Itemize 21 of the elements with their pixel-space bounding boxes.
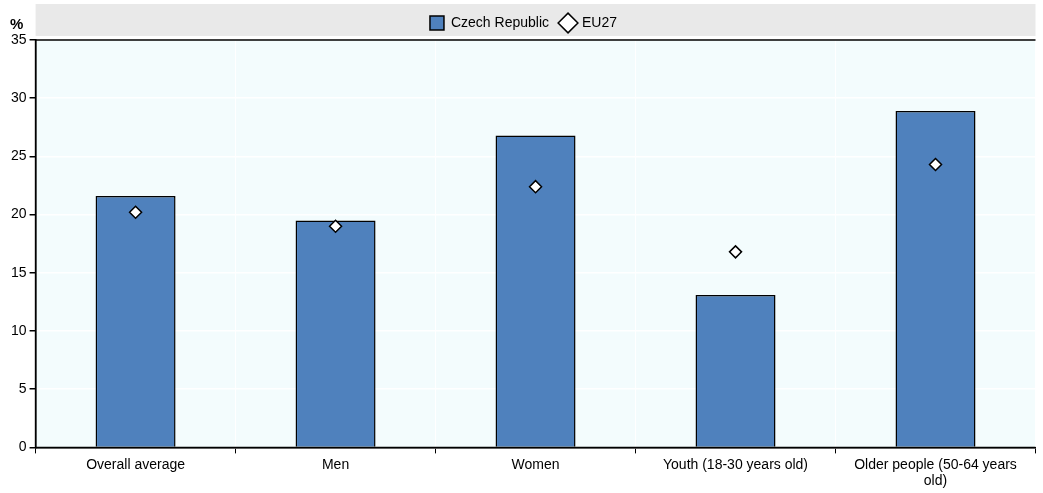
y-tick-label: 15 [10,263,27,280]
y-axis-title: % [10,14,24,32]
y-tick-label: 5 [18,380,27,397]
y-tick-label: 0 [18,438,27,455]
y-tick-label: 25 [10,147,27,164]
x-tick-label: Overall average [86,455,186,472]
x-tick-label: Women [511,455,560,472]
x-tick-label: Youth (18-30 years old) [663,455,809,472]
point [728,245,743,259]
y-tick-label: 30 [10,89,27,106]
point [328,219,343,233]
y-tick-label: 10 [10,321,27,338]
point [528,179,543,194]
y-tick-label: 35 [10,30,27,47]
x-tick-label: Men [321,455,350,472]
legend-label: Czech Republic [450,13,550,30]
point [928,157,943,172]
x-tick-label: Older people (50-64 years old) [854,455,1017,489]
legend-label: EU27 [582,13,618,30]
point [128,205,143,220]
y-tick-label: 20 [10,205,27,222]
